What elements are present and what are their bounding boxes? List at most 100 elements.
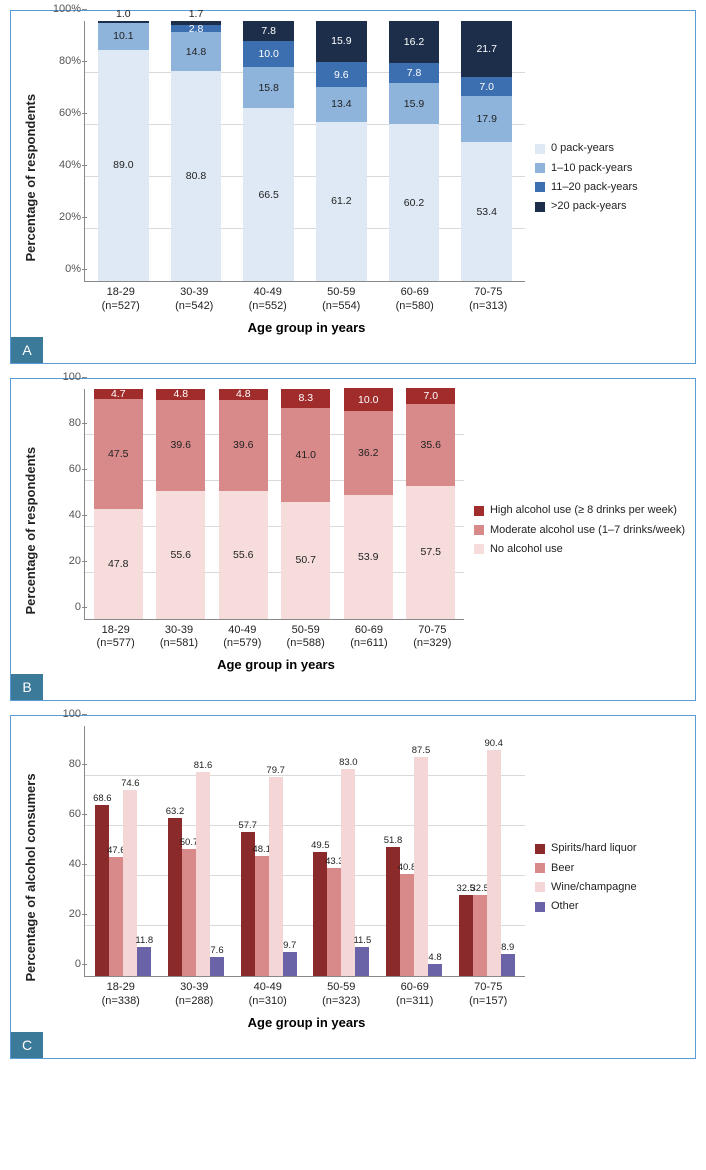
legend-label: Moderate alcohol use (1–7 drinks/week) bbox=[490, 524, 685, 537]
bar-segment: 66.5 bbox=[243, 108, 294, 281]
panel-tag-a: A bbox=[11, 337, 43, 363]
bar-segment: 53.4 bbox=[461, 142, 512, 281]
chart-b-legend: High alcohol use (≥ 8 drinks per week)Mo… bbox=[468, 389, 685, 673]
data-label: 57.5 bbox=[421, 546, 441, 558]
bar: 47.6 bbox=[109, 857, 123, 976]
ytick: 60% bbox=[41, 107, 81, 119]
bar-group: 57.7 48.179.79.7 bbox=[232, 726, 305, 976]
bar-segment: 7.8 bbox=[243, 21, 294, 41]
bar: 48.1 bbox=[255, 856, 269, 976]
data-label: 35.6 bbox=[421, 439, 441, 451]
legend-swatch bbox=[535, 844, 545, 854]
xlabel: 30-39(n=542) bbox=[158, 286, 232, 314]
ytick: 60 bbox=[41, 463, 81, 475]
chart-a-plot: 0%20%40%60%80%100%89.010.11.080.814.82.8… bbox=[84, 21, 525, 282]
data-label: 7.6 bbox=[210, 945, 223, 957]
ytick: 0% bbox=[41, 263, 81, 275]
bar-segment: 36.2 bbox=[344, 411, 393, 494]
panel-a: Percentage of respondents 0%20%40%60%80%… bbox=[10, 10, 696, 364]
chart-a-xlabels: 18-29(n=527)30-39(n=542)40-49(n=552)50-5… bbox=[84, 286, 525, 314]
chart-c: Percentage of alcohol consumers 02040608… bbox=[21, 726, 685, 1030]
bar-segment: 15.9 bbox=[316, 21, 367, 62]
chart-a: Percentage of respondents 0%20%40%60%80%… bbox=[21, 21, 685, 335]
bar: 68.6 bbox=[95, 805, 109, 977]
bar-segment: 16.2 bbox=[389, 21, 440, 63]
stacked-bar: 66.5 15.8 10.0 7.8 bbox=[243, 21, 294, 281]
ytick: 20% bbox=[41, 211, 81, 223]
bar: 4.8 bbox=[428, 964, 442, 976]
ytick: 40 bbox=[41, 509, 81, 521]
data-label: 15.9 bbox=[331, 35, 351, 47]
legend-label: >20 pack-years bbox=[551, 200, 627, 213]
ytick: 100 bbox=[41, 708, 81, 720]
data-label: 16.2 bbox=[404, 36, 424, 48]
data-label: 14.8 bbox=[186, 46, 206, 58]
bar: 9.7 bbox=[283, 952, 297, 976]
bar-segment: 47.8 bbox=[94, 509, 143, 619]
bar-group: 63.250.781.67.6 bbox=[160, 726, 233, 976]
bar: 32.5 bbox=[473, 895, 487, 976]
data-label: 10.0 bbox=[258, 48, 278, 60]
panel-tag-c: C bbox=[11, 1032, 43, 1058]
bar-segment: 13.4 bbox=[316, 87, 367, 122]
bar-group: 32.532.590.48.9 bbox=[450, 726, 523, 976]
ytick: 80 bbox=[41, 758, 81, 770]
xlabel: 70-75(n=329) bbox=[401, 624, 464, 652]
bar-segment: 53.9 bbox=[344, 495, 393, 619]
xlabel: 40-49(n=552) bbox=[231, 286, 305, 314]
chart-b-ylabel: Percentage of respondents bbox=[21, 389, 40, 673]
legend-item: 0 pack-years bbox=[535, 142, 685, 155]
stacked-bar: 89.010.11.0 bbox=[98, 21, 149, 281]
bar-segment: 4.8 bbox=[156, 389, 205, 400]
xlabel: 70-75(n=157) bbox=[452, 981, 526, 1009]
bar-segment: 4.7 bbox=[94, 389, 143, 400]
panel-c: Percentage of alcohol consumers 02040608… bbox=[10, 715, 696, 1059]
legend-swatch bbox=[474, 544, 484, 554]
xlabel: 50-59(n=323) bbox=[305, 981, 379, 1009]
xlabel: 50-59(n=588) bbox=[274, 624, 337, 652]
data-label: 81.6 bbox=[194, 760, 213, 772]
stacked-bar: 61.213.49.615.9 bbox=[316, 21, 367, 281]
ytick: 0 bbox=[41, 601, 81, 613]
bar-segment: 47.5 bbox=[94, 399, 143, 508]
data-label: 60.2 bbox=[404, 197, 424, 209]
stacked-bar: 53.9 36.2 10.0 bbox=[344, 389, 393, 619]
bar-segment: 39.6 bbox=[219, 400, 268, 491]
bar-segment: 10.0 bbox=[344, 388, 393, 411]
bar: 7.6 bbox=[210, 957, 224, 976]
legend-label: 1–10 pack-years bbox=[551, 162, 632, 175]
ytick: 0 bbox=[41, 958, 81, 970]
bar-segment: 60.2 bbox=[389, 124, 440, 281]
data-label: 57.7 bbox=[238, 820, 257, 832]
bar-segment: 21.7 bbox=[461, 21, 512, 77]
legend-label: Other bbox=[551, 900, 579, 913]
chart-c-legend: Spirits/hard liquorBeerWine/champagneOth… bbox=[529, 726, 685, 1030]
bar-group: 51.840.887.54.8 bbox=[378, 726, 451, 976]
data-label: 15.9 bbox=[404, 98, 424, 110]
bar: 81.6 bbox=[196, 772, 210, 976]
legend-swatch bbox=[535, 882, 545, 892]
data-label: 74.6 bbox=[121, 778, 140, 790]
bar-segment: 15.8 bbox=[243, 67, 294, 108]
xlabel: 70-75(n=313) bbox=[452, 286, 526, 314]
bar-segment: 15.9 bbox=[389, 83, 440, 124]
bar-segment: 4.8 bbox=[219, 389, 268, 400]
data-label: 10.0 bbox=[358, 394, 378, 406]
legend-swatch bbox=[535, 202, 545, 212]
bar: 43.3 bbox=[327, 868, 341, 976]
xlabel: 18-29(n=577) bbox=[84, 624, 147, 652]
data-label: 66.5 bbox=[258, 189, 278, 201]
bar: 49.5 bbox=[313, 852, 327, 976]
stacked-bar: 53.417.97.021.7 bbox=[461, 21, 512, 281]
ytick: 100 bbox=[41, 371, 81, 383]
stacked-bar: 60.215.97.816.2 bbox=[389, 21, 440, 281]
data-label: 36.2 bbox=[358, 447, 378, 459]
data-label: 10.1 bbox=[113, 30, 133, 42]
bar-segment: 10.1 bbox=[98, 23, 149, 49]
bar-segment: 39.6 bbox=[156, 400, 205, 491]
data-label: 90.4 bbox=[484, 738, 503, 750]
xlabel: 40-49(n=579) bbox=[211, 624, 274, 652]
legend-item: >20 pack-years bbox=[535, 200, 685, 213]
data-label: 8.3 bbox=[298, 392, 313, 404]
bar: 79.7 bbox=[269, 777, 283, 976]
